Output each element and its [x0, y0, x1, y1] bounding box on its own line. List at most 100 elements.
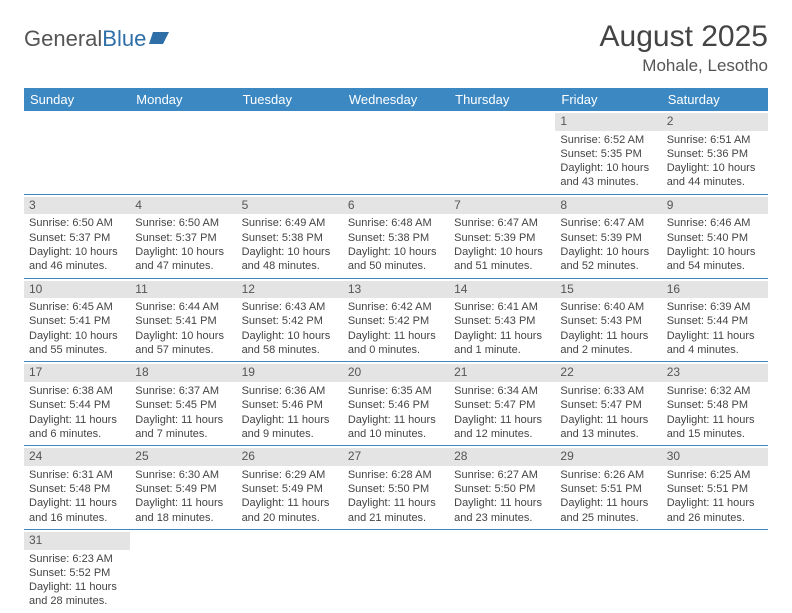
daylight-text: and 26 minutes. — [667, 511, 763, 525]
sunset-text: Sunset: 5:41 PM — [29, 314, 125, 328]
daylight-text: Daylight: 11 hours — [560, 329, 656, 343]
day-number: 2 — [662, 113, 768, 131]
daylight-text: Daylight: 10 hours — [29, 329, 125, 343]
day-number: 27 — [343, 448, 449, 466]
daylight-text: Daylight: 10 hours — [667, 245, 763, 259]
sunrise-text: Sunrise: 6:35 AM — [348, 384, 444, 398]
sunset-text: Sunset: 5:44 PM — [667, 314, 763, 328]
daylight-text: Daylight: 10 hours — [135, 329, 231, 343]
empty-cell — [130, 111, 236, 194]
sunset-text: Sunset: 5:49 PM — [242, 482, 338, 496]
day-cell: 11Sunrise: 6:44 AMSunset: 5:41 PMDayligh… — [130, 278, 236, 362]
day-cell: 19Sunrise: 6:36 AMSunset: 5:46 PMDayligh… — [237, 362, 343, 446]
day-cell: 20Sunrise: 6:35 AMSunset: 5:46 PMDayligh… — [343, 362, 449, 446]
day-number: 15 — [555, 281, 661, 299]
sunset-text: Sunset: 5:45 PM — [135, 398, 231, 412]
daylight-text: Daylight: 11 hours — [667, 413, 763, 427]
calendar-row: 1Sunrise: 6:52 AMSunset: 5:35 PMDaylight… — [24, 111, 768, 194]
sunrise-text: Sunrise: 6:29 AM — [242, 468, 338, 482]
daylight-text: Daylight: 11 hours — [667, 496, 763, 510]
day-cell: 4Sunrise: 6:50 AMSunset: 5:37 PMDaylight… — [130, 194, 236, 278]
daylight-text: and 16 minutes. — [29, 511, 125, 525]
sunset-text: Sunset: 5:44 PM — [29, 398, 125, 412]
daylight-text: Daylight: 10 hours — [135, 245, 231, 259]
daylight-text: and 47 minutes. — [135, 259, 231, 273]
sunrise-text: Sunrise: 6:23 AM — [29, 552, 125, 566]
day-cell: 6Sunrise: 6:48 AMSunset: 5:38 PMDaylight… — [343, 194, 449, 278]
sunrise-text: Sunrise: 6:27 AM — [454, 468, 550, 482]
daylight-text: and 1 minute. — [454, 343, 550, 357]
day-cell: 14Sunrise: 6:41 AMSunset: 5:43 PMDayligh… — [449, 278, 555, 362]
empty-cell — [343, 529, 449, 612]
day-cell: 17 Sunrise: 6:38 AMSunset: 5:44 PMDayligh… — [24, 362, 130, 446]
daylight-text: and 2 minutes. — [560, 343, 656, 357]
sunrise-text: Sunrise: 6:34 AM — [454, 384, 550, 398]
calendar-header: SundayMondayTuesdayWednesdayThursdayFrid… — [24, 88, 768, 111]
sunset-text: Sunset: 5:49 PM — [135, 482, 231, 496]
empty-cell — [449, 529, 555, 612]
daylight-text: and 15 minutes. — [667, 427, 763, 441]
daylight-text: and 25 minutes. — [560, 511, 656, 525]
calendar-body: 1Sunrise: 6:52 AMSunset: 5:35 PMDaylight… — [24, 111, 768, 613]
daylight-text: and 58 minutes. — [242, 343, 338, 357]
sunset-text: Sunset: 5:43 PM — [454, 314, 550, 328]
sunset-text: Sunset: 5:39 PM — [560, 231, 656, 245]
daylight-text: and 20 minutes. — [242, 511, 338, 525]
daylight-text: Daylight: 11 hours — [348, 329, 444, 343]
day-header: Monday — [130, 88, 236, 111]
sunrise-text: Sunrise: 6:33 AM — [560, 384, 656, 398]
sunrise-text: Sunrise: 6:32 AM — [667, 384, 763, 398]
empty-cell — [662, 529, 768, 612]
calendar-row: 10Sunrise: 6:45 AMSunset: 5:41 PMDayligh… — [24, 278, 768, 362]
day-number: 7 — [449, 197, 555, 215]
sunrise-text: Sunrise: 6:25 AM — [667, 468, 763, 482]
daylight-text: and 43 minutes. — [560, 175, 656, 189]
day-cell: 2Sunrise: 6:51 AMSunset: 5:36 PMDaylight… — [662, 111, 768, 194]
daylight-text: Daylight: 10 hours — [560, 245, 656, 259]
day-cell: 21Sunrise: 6:34 AMSunset: 5:47 PMDayligh… — [449, 362, 555, 446]
daylight-text: Daylight: 11 hours — [560, 496, 656, 510]
daylight-text: and 18 minutes. — [135, 511, 231, 525]
daylight-text: Daylight: 11 hours — [348, 496, 444, 510]
daylight-text: Daylight: 10 hours — [29, 245, 125, 259]
daylight-text: Daylight: 10 hours — [667, 161, 763, 175]
sunrise-text: Sunrise: 6:41 AM — [454, 300, 550, 314]
daylight-text: and 54 minutes. — [667, 259, 763, 273]
sunrise-text: Sunrise: 6:45 AM — [29, 300, 125, 314]
day-cell: 5Sunrise: 6:49 AMSunset: 5:38 PMDaylight… — [237, 194, 343, 278]
daylight-text: Daylight: 11 hours — [242, 413, 338, 427]
day-number: 5 — [237, 197, 343, 215]
day-cell: 12Sunrise: 6:43 AMSunset: 5:42 PMDayligh… — [237, 278, 343, 362]
daylight-text: and 51 minutes. — [454, 259, 550, 273]
sunset-text: Sunset: 5:42 PM — [242, 314, 338, 328]
daylight-text: and 46 minutes. — [29, 259, 125, 273]
daylight-text: and 12 minutes. — [454, 427, 550, 441]
day-number: 22 — [555, 364, 661, 382]
empty-cell — [343, 111, 449, 194]
sunrise-text: Sunrise: 6:43 AM — [242, 300, 338, 314]
sunset-text: Sunset: 5:51 PM — [667, 482, 763, 496]
sunrise-text: Sunrise: 6:38 AM — [29, 384, 125, 398]
sunset-text: Sunset: 5:51 PM — [560, 482, 656, 496]
calendar-row: 24Sunrise: 6:31 AMSunset: 5:48 PMDayligh… — [24, 446, 768, 530]
daylight-text: Daylight: 11 hours — [348, 413, 444, 427]
daylight-text: Daylight: 11 hours — [242, 496, 338, 510]
logo-text-1: General — [24, 26, 102, 52]
day-number: 20 — [343, 364, 449, 382]
daylight-text: Daylight: 11 hours — [29, 413, 125, 427]
day-cell: 9Sunrise: 6:46 AMSunset: 5:40 PMDaylight… — [662, 194, 768, 278]
daylight-text: and 23 minutes. — [454, 511, 550, 525]
day-number: 3 — [24, 197, 130, 215]
day-number: 29 — [555, 448, 661, 466]
day-number: 17 — [24, 364, 130, 382]
day-number: 26 — [237, 448, 343, 466]
daylight-text: Daylight: 10 hours — [348, 245, 444, 259]
day-number: 23 — [662, 364, 768, 382]
daylight-text: Daylight: 11 hours — [135, 496, 231, 510]
sunset-text: Sunset: 5:50 PM — [348, 482, 444, 496]
empty-cell — [555, 529, 661, 612]
daylight-text: and 7 minutes. — [135, 427, 231, 441]
daylight-text: Daylight: 11 hours — [560, 413, 656, 427]
sunset-text: Sunset: 5:40 PM — [667, 231, 763, 245]
day-header: Tuesday — [237, 88, 343, 111]
